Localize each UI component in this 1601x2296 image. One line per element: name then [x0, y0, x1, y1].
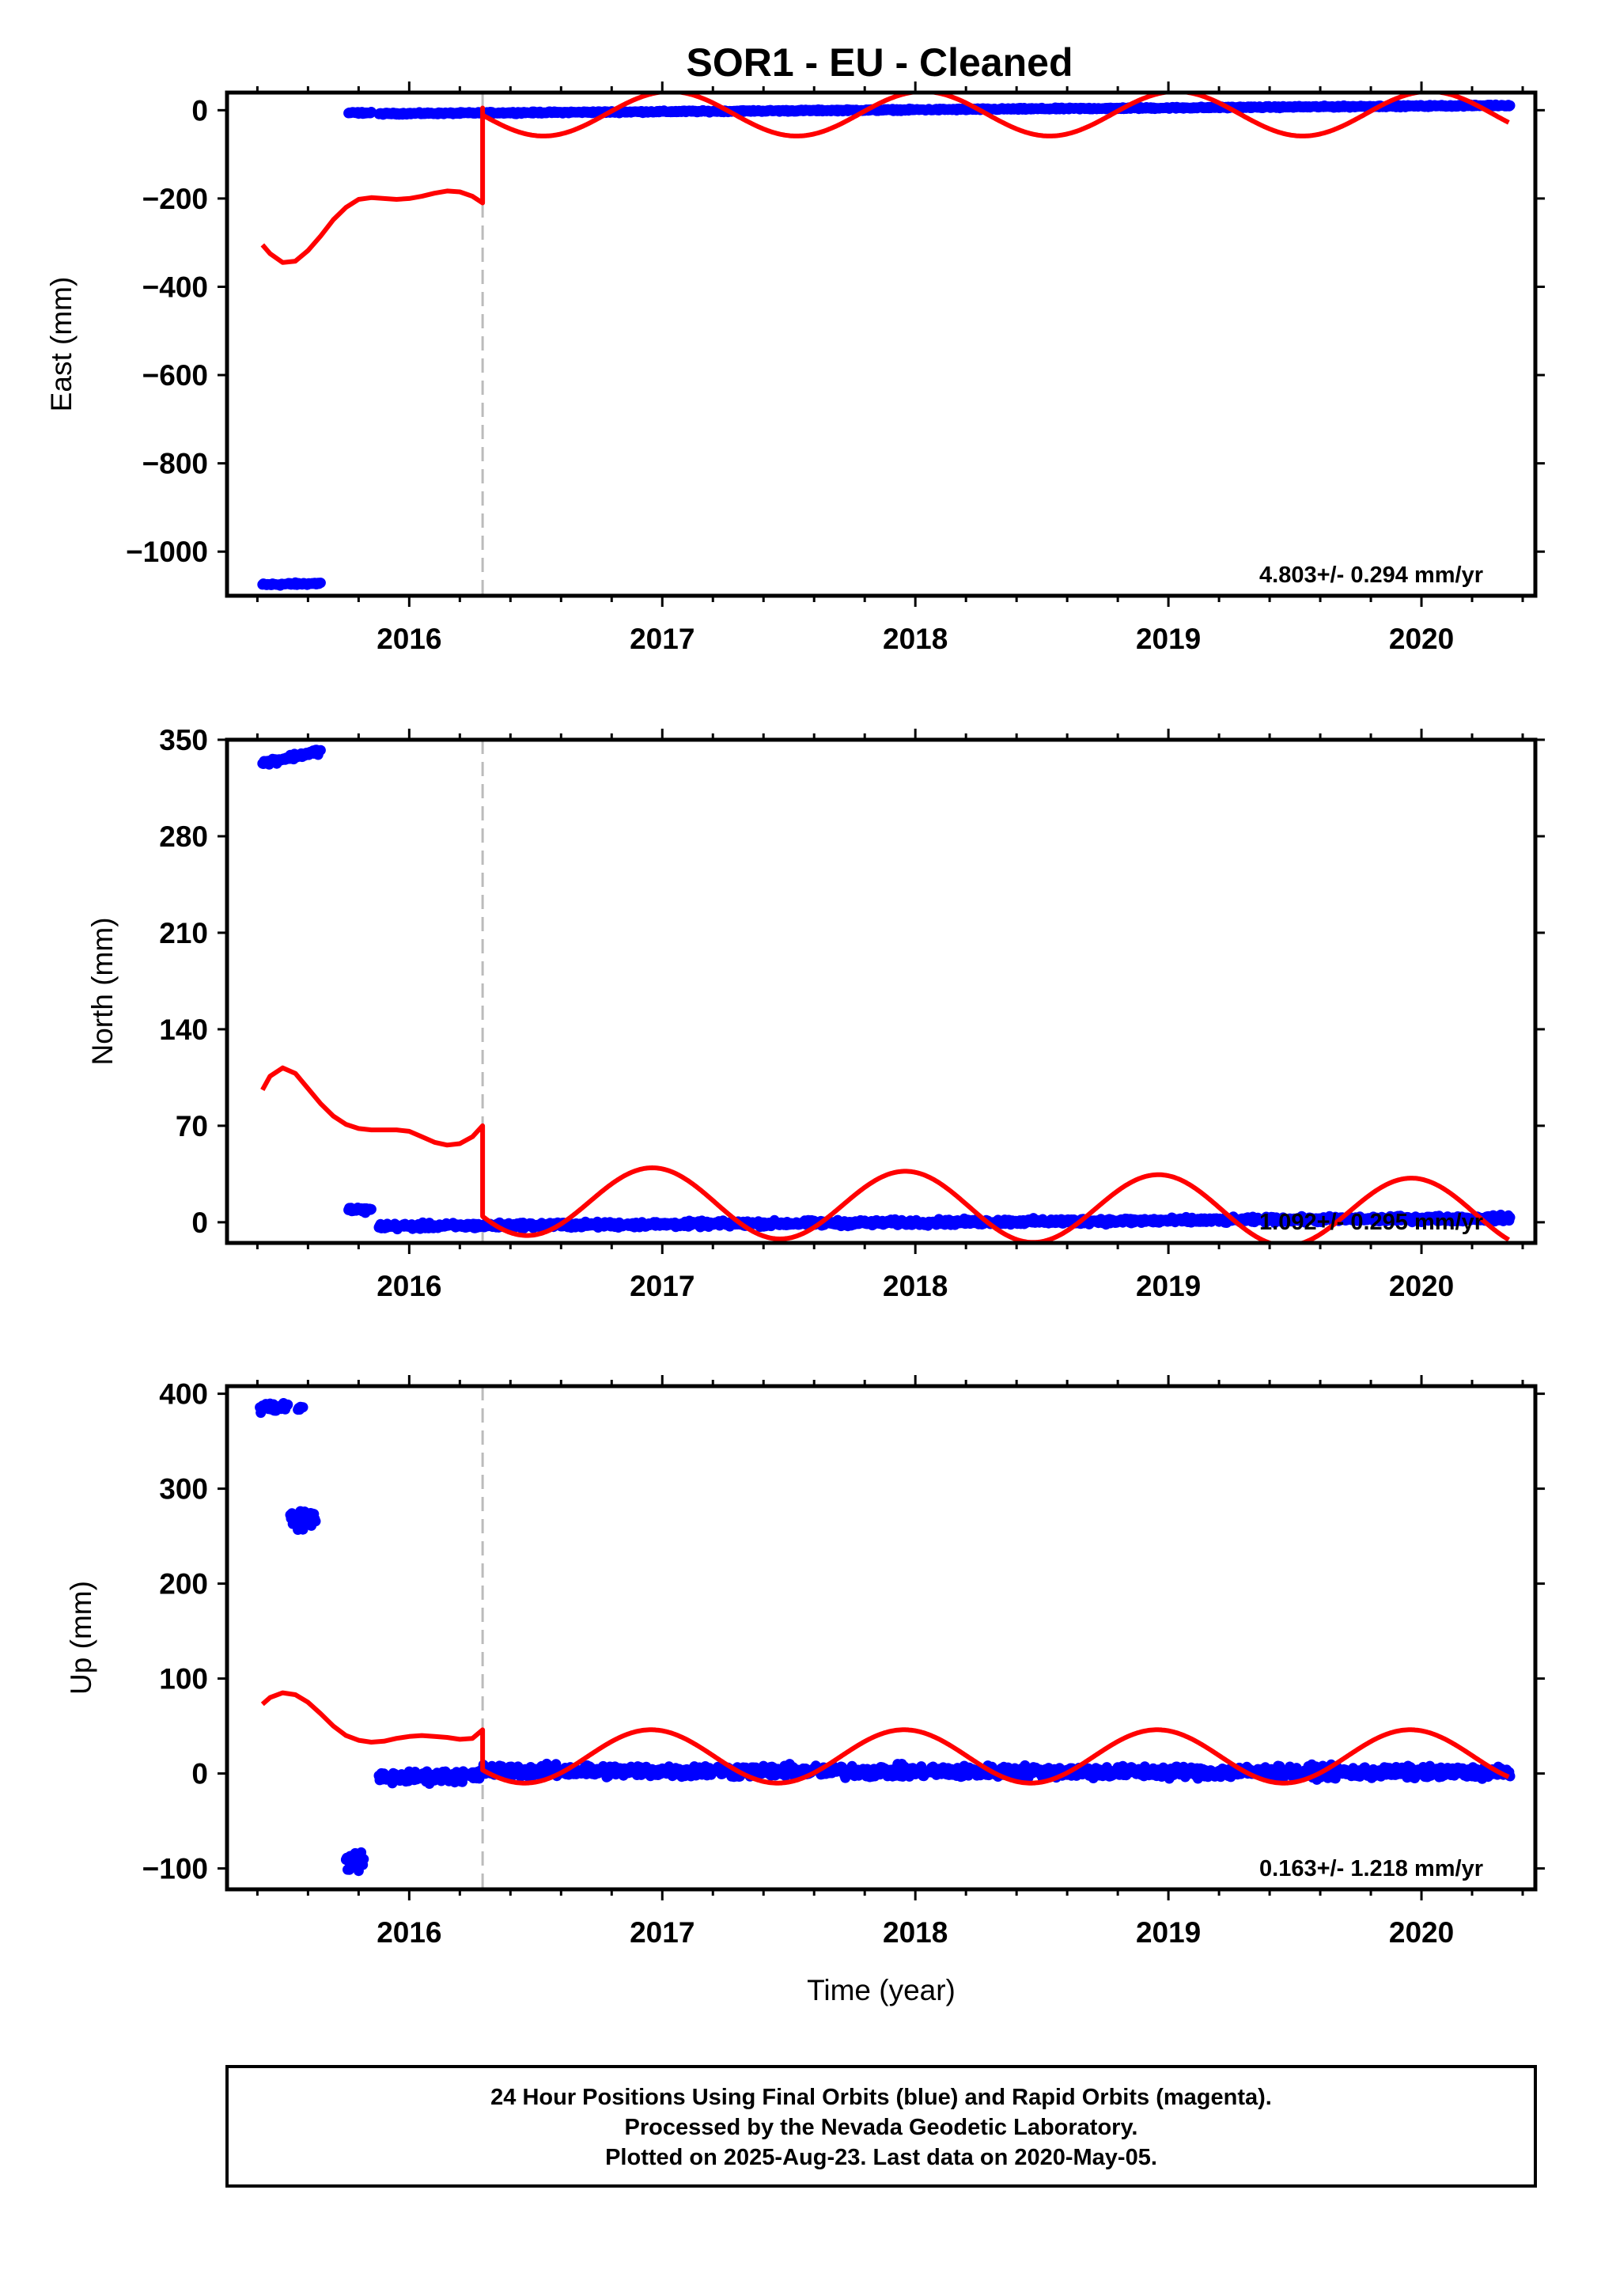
north-ylabel: North (mm) — [86, 917, 119, 1065]
east-ylabel: East (mm) — [45, 277, 78, 412]
up-point — [310, 1516, 321, 1527]
footer-line-2: Processed by the Nevada Geodetic Laborat… — [625, 2115, 1138, 2140]
up-rate-label: 0.163+/- 1.218 mm/yr — [1259, 1856, 1483, 1881]
north-ytick-label: 140 — [159, 1013, 208, 1046]
up-point — [297, 1402, 308, 1413]
north-ytick-label: 280 — [159, 820, 208, 853]
north-xtick-label: 2018 — [883, 1270, 948, 1302]
up-points — [255, 1398, 1516, 1877]
east-ytick-label: 0 — [191, 94, 208, 127]
up-ylabel: Up (mm) — [65, 1581, 97, 1695]
up-point — [358, 1854, 369, 1865]
up-ytick-label: 200 — [159, 1568, 208, 1601]
north-frame — [225, 737, 1538, 1245]
up-model-fit — [260, 1690, 1510, 1786]
north-ytick-label: 210 — [159, 917, 208, 949]
up-ytick-label: 400 — [159, 1378, 208, 1411]
north-plot-area — [257, 740, 1516, 1243]
up-xlabel: Time (year) — [807, 1974, 956, 2006]
north-ytick-label: 70 — [176, 1110, 208, 1142]
up-xtick-label: 2017 — [630, 1916, 695, 1949]
up-xtick-label: 2018 — [883, 1916, 948, 1949]
up-ytick-label: −100 — [142, 1853, 208, 1885]
east-points — [257, 99, 1516, 591]
up-frame — [225, 1384, 1538, 1892]
up-ytick-label: 300 — [159, 1473, 208, 1506]
east-xtick-label: 2017 — [630, 623, 695, 655]
north-point — [365, 1203, 377, 1214]
east-rate-label: 4.803+/- 0.294 mm/yr — [1259, 563, 1483, 588]
north-point — [315, 744, 326, 756]
north-rate-label: 1.092+/- 0.295 mm/yr — [1259, 1210, 1483, 1235]
north-xtick-label: 2020 — [1389, 1270, 1454, 1302]
east-model-fit — [260, 93, 1510, 265]
north-xtick-label: 2019 — [1136, 1270, 1201, 1302]
up-plot-area — [255, 1386, 1516, 1889]
north-xtick-label: 2016 — [377, 1270, 441, 1302]
east-panel: 0 −200 −400 −600 −800 −1000 2016 2017 2018 2019 20… — [45, 81, 1545, 655]
footer-line-3: Plotted on 2025-Aug-23. Last data on 202… — [605, 2145, 1157, 2170]
north-xtick-label: 2017 — [630, 1270, 695, 1302]
chart-title: SOR1 - EU - Cleaned — [687, 40, 1073, 85]
up-point — [282, 1399, 293, 1410]
up-xtick-label: 2016 — [377, 1916, 441, 1949]
footer-box: 24 Hour Positions Using Final Orbits (bl… — [225, 2065, 1537, 2188]
east-xtick-label: 2018 — [883, 623, 948, 655]
footer-line-1: 24 Hour Positions Using Final Orbits (bl… — [490, 2085, 1272, 2110]
east-ytick-label: −200 — [142, 183, 208, 215]
up-ytick-label: 0 — [191, 1758, 208, 1790]
north-point — [1504, 1212, 1516, 1223]
east-frame — [225, 90, 1538, 598]
east-point — [1504, 100, 1516, 111]
east-plot-area — [257, 93, 1516, 596]
north-model-fit — [260, 1065, 1510, 1243]
east-point — [315, 578, 326, 589]
up-xtick-label: 2019 — [1136, 1916, 1201, 1949]
up-xtick-label: 2020 — [1389, 1916, 1454, 1949]
east-ytick-label: −1000 — [126, 536, 208, 568]
north-ytick-label: 0 — [191, 1207, 208, 1239]
east-xtick-label: 2020 — [1389, 623, 1454, 655]
north-points — [257, 744, 1516, 1235]
up-ytick-label: 100 — [159, 1663, 208, 1695]
north-ytick-label: 350 — [159, 724, 208, 756]
east-xtick-label: 2019 — [1136, 623, 1201, 655]
up-panel: 400 300 200 100 0 −100 2016 2017 2018 2019 2020 Up … — [65, 1375, 1545, 2006]
east-ytick-label: −400 — [142, 271, 208, 303]
north-panel: 350 280 210 140 70 0 2016 2017 2018 2019 2020 North… — [86, 724, 1545, 1302]
east-xtick-label: 2016 — [377, 623, 441, 655]
east-ytick-label: −800 — [142, 448, 208, 480]
east-ytick-label: −600 — [142, 359, 208, 392]
